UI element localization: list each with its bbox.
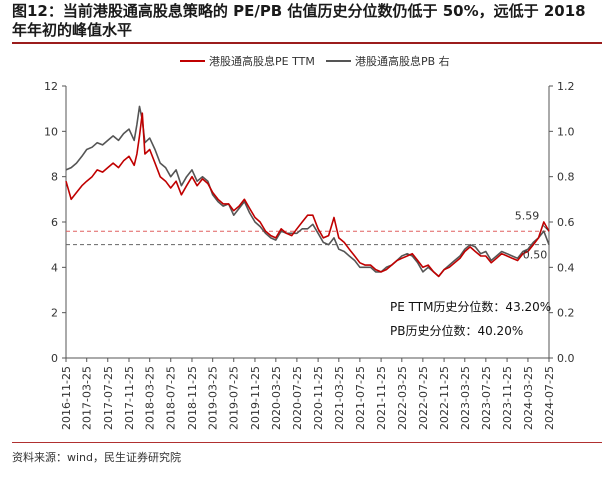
x-tick-label: 2023-11-25 [501,366,514,430]
x-tick-label: 2023-03-25 [459,366,472,430]
x-tick-label: 2020-11-25 [312,366,325,430]
right-tick-label: 0.2 [557,307,575,320]
x-tick-label: 2023-07-25 [480,366,493,430]
right-tick-label: 0.4 [557,261,575,274]
x-tick-label: 2022-03-25 [396,366,409,430]
x-tick-label: 2017-11-25 [123,366,136,430]
left-tick-label: 6 [51,216,58,229]
x-tick-label: 2019-07-25 [228,366,241,430]
x-tick-label: 2018-03-25 [144,366,157,430]
right-tick-label: 1.2 [557,80,575,93]
title-rule [12,42,602,44]
x-tick-label: 2021-07-25 [354,366,367,430]
x-tick-label: 2019-03-25 [207,366,220,430]
x-tick-label: 2017-03-25 [81,366,94,430]
pb-series-line [65,105,550,278]
x-tick-label: 2024-07-25 [543,366,556,430]
right-tick-label: 0.0 [557,352,575,365]
left-tick-label: 10 [44,125,58,138]
x-tick-label: 2022-11-25 [438,366,451,430]
left-tick-label: 0 [51,352,58,365]
x-tick-label: 2017-07-25 [102,366,115,430]
pb-last-value-label: 0.50 [523,249,548,262]
chart-title: 图12：当前港股通高股息策略的 PE/PB 估值历史分位数仍低于 50%，远低于… [12,2,586,39]
pe-value-leader [542,225,549,231]
left-tick-label: 4 [51,261,58,274]
x-tick-label: 2020-07-25 [291,366,304,430]
x-tick-label: 2018-07-25 [165,366,178,430]
x-tick-label: 2022-07-25 [417,366,430,430]
left-tick-label: 2 [51,307,58,320]
pe-percentile-annotation: PE TTM历史分位数：43.20% [390,299,551,314]
pe-last-value-label: 5.59 [515,209,540,222]
x-tick-label: 2018-11-25 [186,366,199,430]
x-tick-label: 2021-11-25 [375,366,388,430]
pe-ttm-series-line [65,112,550,278]
left-tick-label: 8 [51,171,58,184]
legend-label-pb: 港股通高股息PB 右 [355,54,450,68]
x-tick-label: 2020-03-25 [270,366,283,430]
x-tick-label: 2024-03-25 [522,366,535,430]
source-note: 资料来源：wind，民生证券研究院 [12,451,182,464]
x-tick-label: 2019-11-25 [249,366,262,430]
right-tick-label: 1.0 [557,125,575,138]
right-tick-label: 0.8 [557,171,575,184]
legend-label-pe: 港股通高股息PE TTM [209,54,315,68]
x-tick-label: 2016-11-25 [60,366,73,430]
x-tick-label: 2021-03-25 [333,366,346,430]
right-tick-label: 0.6 [557,216,575,229]
pb-percentile-annotation: PB历史分位数：40.20% [390,323,523,338]
left-tick-label: 12 [44,80,58,93]
footer-rule [12,442,602,443]
